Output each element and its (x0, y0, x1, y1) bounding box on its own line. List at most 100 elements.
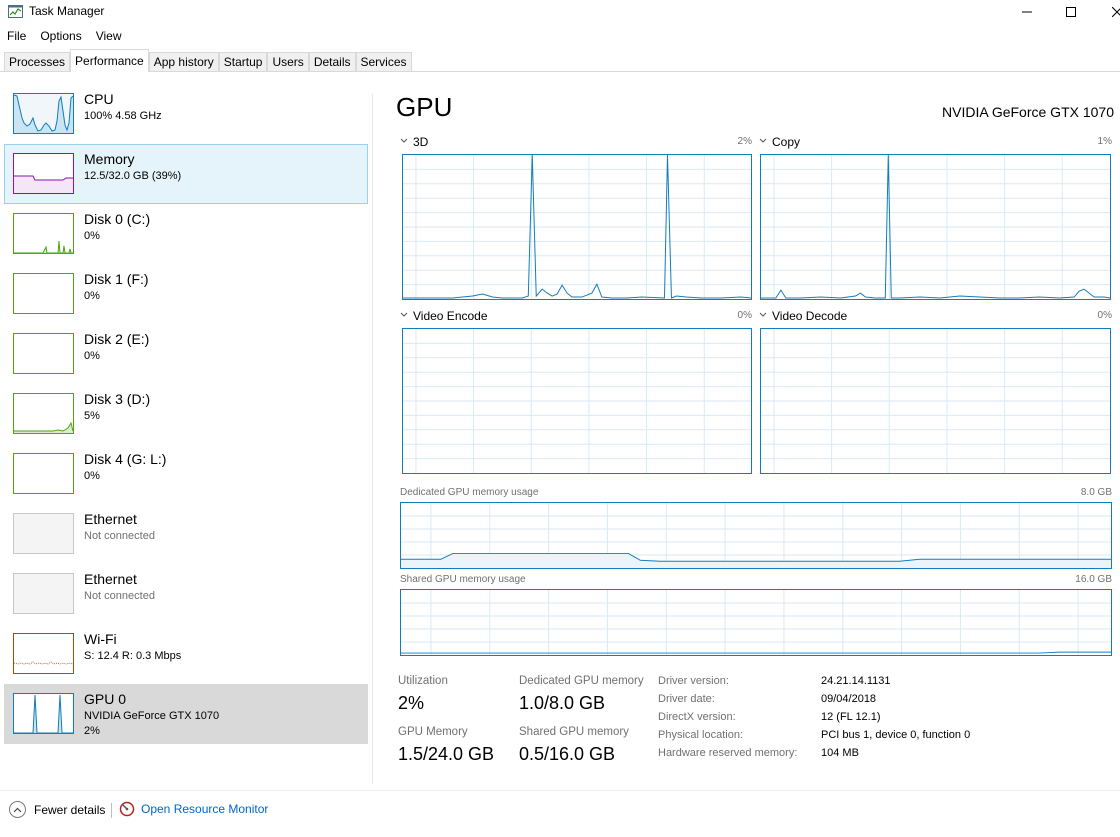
driver-date-value: 09/04/2018 (821, 693, 877, 705)
engine-pct: 0% (1097, 310, 1112, 321)
minimize-icon (1022, 11, 1032, 13)
directx-version-value: 12 (FL 12.1) (821, 711, 881, 723)
engine-pct: 1% (1097, 136, 1112, 147)
sidebar-name: GPU 0 (84, 691, 127, 707)
menu-bar: File Options View (0, 27, 129, 45)
shared-gpu-memory-label: Shared GPU memory (519, 726, 629, 738)
graph-shared-memory (400, 589, 1112, 656)
sidebar-item-disk-0[interactable]: Disk 0 (C:) 0% (4, 204, 368, 264)
close-button[interactable] (1094, 0, 1120, 24)
sidebar-name: Disk 2 (E:) (84, 331, 150, 347)
sidebar-sub: 0% (84, 290, 100, 302)
hardware-reserved-memory-value: 104 MB (821, 747, 859, 759)
graph-dedicated-memory (400, 502, 1112, 569)
engine-selector-copy[interactable]: Copy (759, 135, 800, 149)
engine-selector-video-decode[interactable]: Video Decode (759, 309, 847, 323)
sidebar-sub: 0% (84, 350, 100, 362)
sidebar-item-disk-3[interactable]: Disk 3 (D:) 5% (4, 384, 368, 444)
dedicated-gpu-memory-label: Dedicated GPU memory (519, 675, 644, 687)
sidebar-name: Ethernet (84, 511, 137, 527)
chevron-down-icon (400, 138, 408, 143)
chevron-up-icon (9, 801, 26, 818)
sidebar-item-memory[interactable]: Memory 12.5/32.0 GB (39%) (4, 144, 368, 204)
dedicated-memory-label: Dedicated GPU memory usage (400, 487, 539, 498)
sidebar-item-cpu[interactable]: CPU 100% 4.58 GHz (4, 84, 368, 144)
sidebar-item-disk-4[interactable]: Disk 4 (G: L:) 0% (4, 444, 368, 504)
page-title: GPU (396, 92, 453, 122)
menu-file[interactable]: File (7, 29, 27, 43)
engine-selector-video-encode[interactable]: Video Encode (400, 309, 488, 323)
tab-divider (0, 71, 1120, 72)
driver-version-value: 24.21.14.1131 (821, 675, 891, 687)
engine-label: Video Encode (413, 309, 488, 323)
tab-strip: Processes Performance App history Startu… (4, 49, 412, 72)
fewer-details-label: Fewer details (34, 802, 106, 817)
tab-app-history[interactable]: App history (148, 52, 219, 72)
sidebar-sub: 5% (84, 410, 100, 422)
sidebar-sub: NVIDIA GeForce GTX 1070 (84, 710, 220, 722)
engine-pct: 0% (737, 310, 752, 321)
shared-memory-max: 16.0 GB (1075, 574, 1112, 585)
menu-view[interactable]: View (95, 29, 122, 43)
footer-divider (0, 790, 1120, 791)
sidebar-item-wifi[interactable]: Wi-Fi S: 12.4 R: 0.3 Mbps (4, 624, 368, 684)
tab-users[interactable]: Users (267, 52, 309, 72)
sidebar-item-ethernet-1[interactable]: Ethernet Not connected (4, 504, 368, 564)
tab-processes[interactable]: Processes (4, 52, 71, 72)
engine-label: 3D (413, 135, 429, 149)
utilization-value: 2% (398, 693, 425, 713)
physical-location-value: PCI bus 1, device 0, function 0 (821, 729, 971, 741)
memory-thumbnail-graph (13, 153, 74, 194)
disk-thumbnail-graph (13, 453, 74, 494)
sidebar-sub: 100% 4.58 GHz (84, 110, 162, 122)
sidebar-item-disk-2[interactable]: Disk 2 (E:) 0% (4, 324, 368, 384)
sidebar-name: Disk 1 (F:) (84, 271, 149, 287)
sidebar-sub: Not connected (84, 530, 155, 542)
menu-options[interactable]: Options (40, 29, 82, 43)
sidebar-name: Wi-Fi (84, 631, 117, 647)
engine-label: Video Decode (772, 309, 848, 323)
dedicated-gpu-memory-value: 1.0/8.0 GB (519, 693, 606, 713)
task-manager-icon (8, 5, 23, 18)
chevron-down-icon (759, 312, 767, 317)
hardware-reserved-memory-label: Hardware reserved memory: (658, 747, 798, 759)
disk-thumbnail-graph (13, 213, 74, 254)
close-icon (1112, 7, 1120, 17)
graph-video-decode (760, 328, 1111, 474)
graph-video-encode (402, 328, 752, 474)
minimize-button[interactable] (1004, 0, 1050, 24)
directx-version-label: DirectX version: (658, 711, 736, 723)
sidebar-sub: 0% (84, 230, 100, 242)
sidebar-sub: S: 12.4 R: 0.3 Mbps (84, 650, 182, 662)
tab-performance[interactable]: Performance (70, 49, 149, 72)
footer: Fewer details Open Resource Monitor (0, 795, 1120, 837)
sidebar-sub: 12.5/32.0 GB (39%) (84, 170, 182, 182)
shared-memory-label: Shared GPU memory usage (400, 574, 526, 585)
sidebar-name: Disk 4 (G: L:) (84, 451, 167, 467)
ethernet-thumbnail-graph (13, 573, 74, 614)
physical-location-label: Physical location: (658, 729, 743, 741)
graph-copy (760, 154, 1111, 300)
chevron-down-icon (759, 138, 767, 143)
driver-version-label: Driver version: (658, 675, 729, 687)
footer-separator (111, 803, 112, 818)
maximize-button[interactable] (1048, 0, 1094, 24)
sidebar-item-disk-1[interactable]: Disk 1 (F:) 0% (4, 264, 368, 324)
maximize-icon (1066, 7, 1076, 17)
tab-startup[interactable]: Startup (218, 52, 268, 72)
sidebar-sub-2: 2% (84, 725, 100, 737)
fewer-details-button[interactable]: Fewer details (9, 801, 105, 818)
gpu-memory-label: GPU Memory (398, 726, 468, 738)
open-resource-monitor-link[interactable]: Open Resource Monitor (119, 801, 268, 817)
tab-details[interactable]: Details (308, 52, 356, 72)
sidebar-name: Ethernet (84, 571, 137, 587)
sidebar-item-ethernet-2[interactable]: Ethernet Not connected (4, 564, 368, 624)
open-resource-monitor-label: Open Resource Monitor (141, 802, 269, 816)
sidebar-name: CPU (84, 91, 114, 107)
tab-services[interactable]: Services (355, 52, 412, 72)
engine-selector-3d[interactable]: 3D (400, 135, 428, 149)
engine-pct: 2% (737, 136, 752, 147)
sidebar-item-gpu-0[interactable]: GPU 0 NVIDIA GeForce GTX 1070 2% (4, 684, 368, 744)
sidebar-name: Disk 3 (D:) (84, 391, 151, 407)
driver-date-label: Driver date: (658, 693, 715, 705)
